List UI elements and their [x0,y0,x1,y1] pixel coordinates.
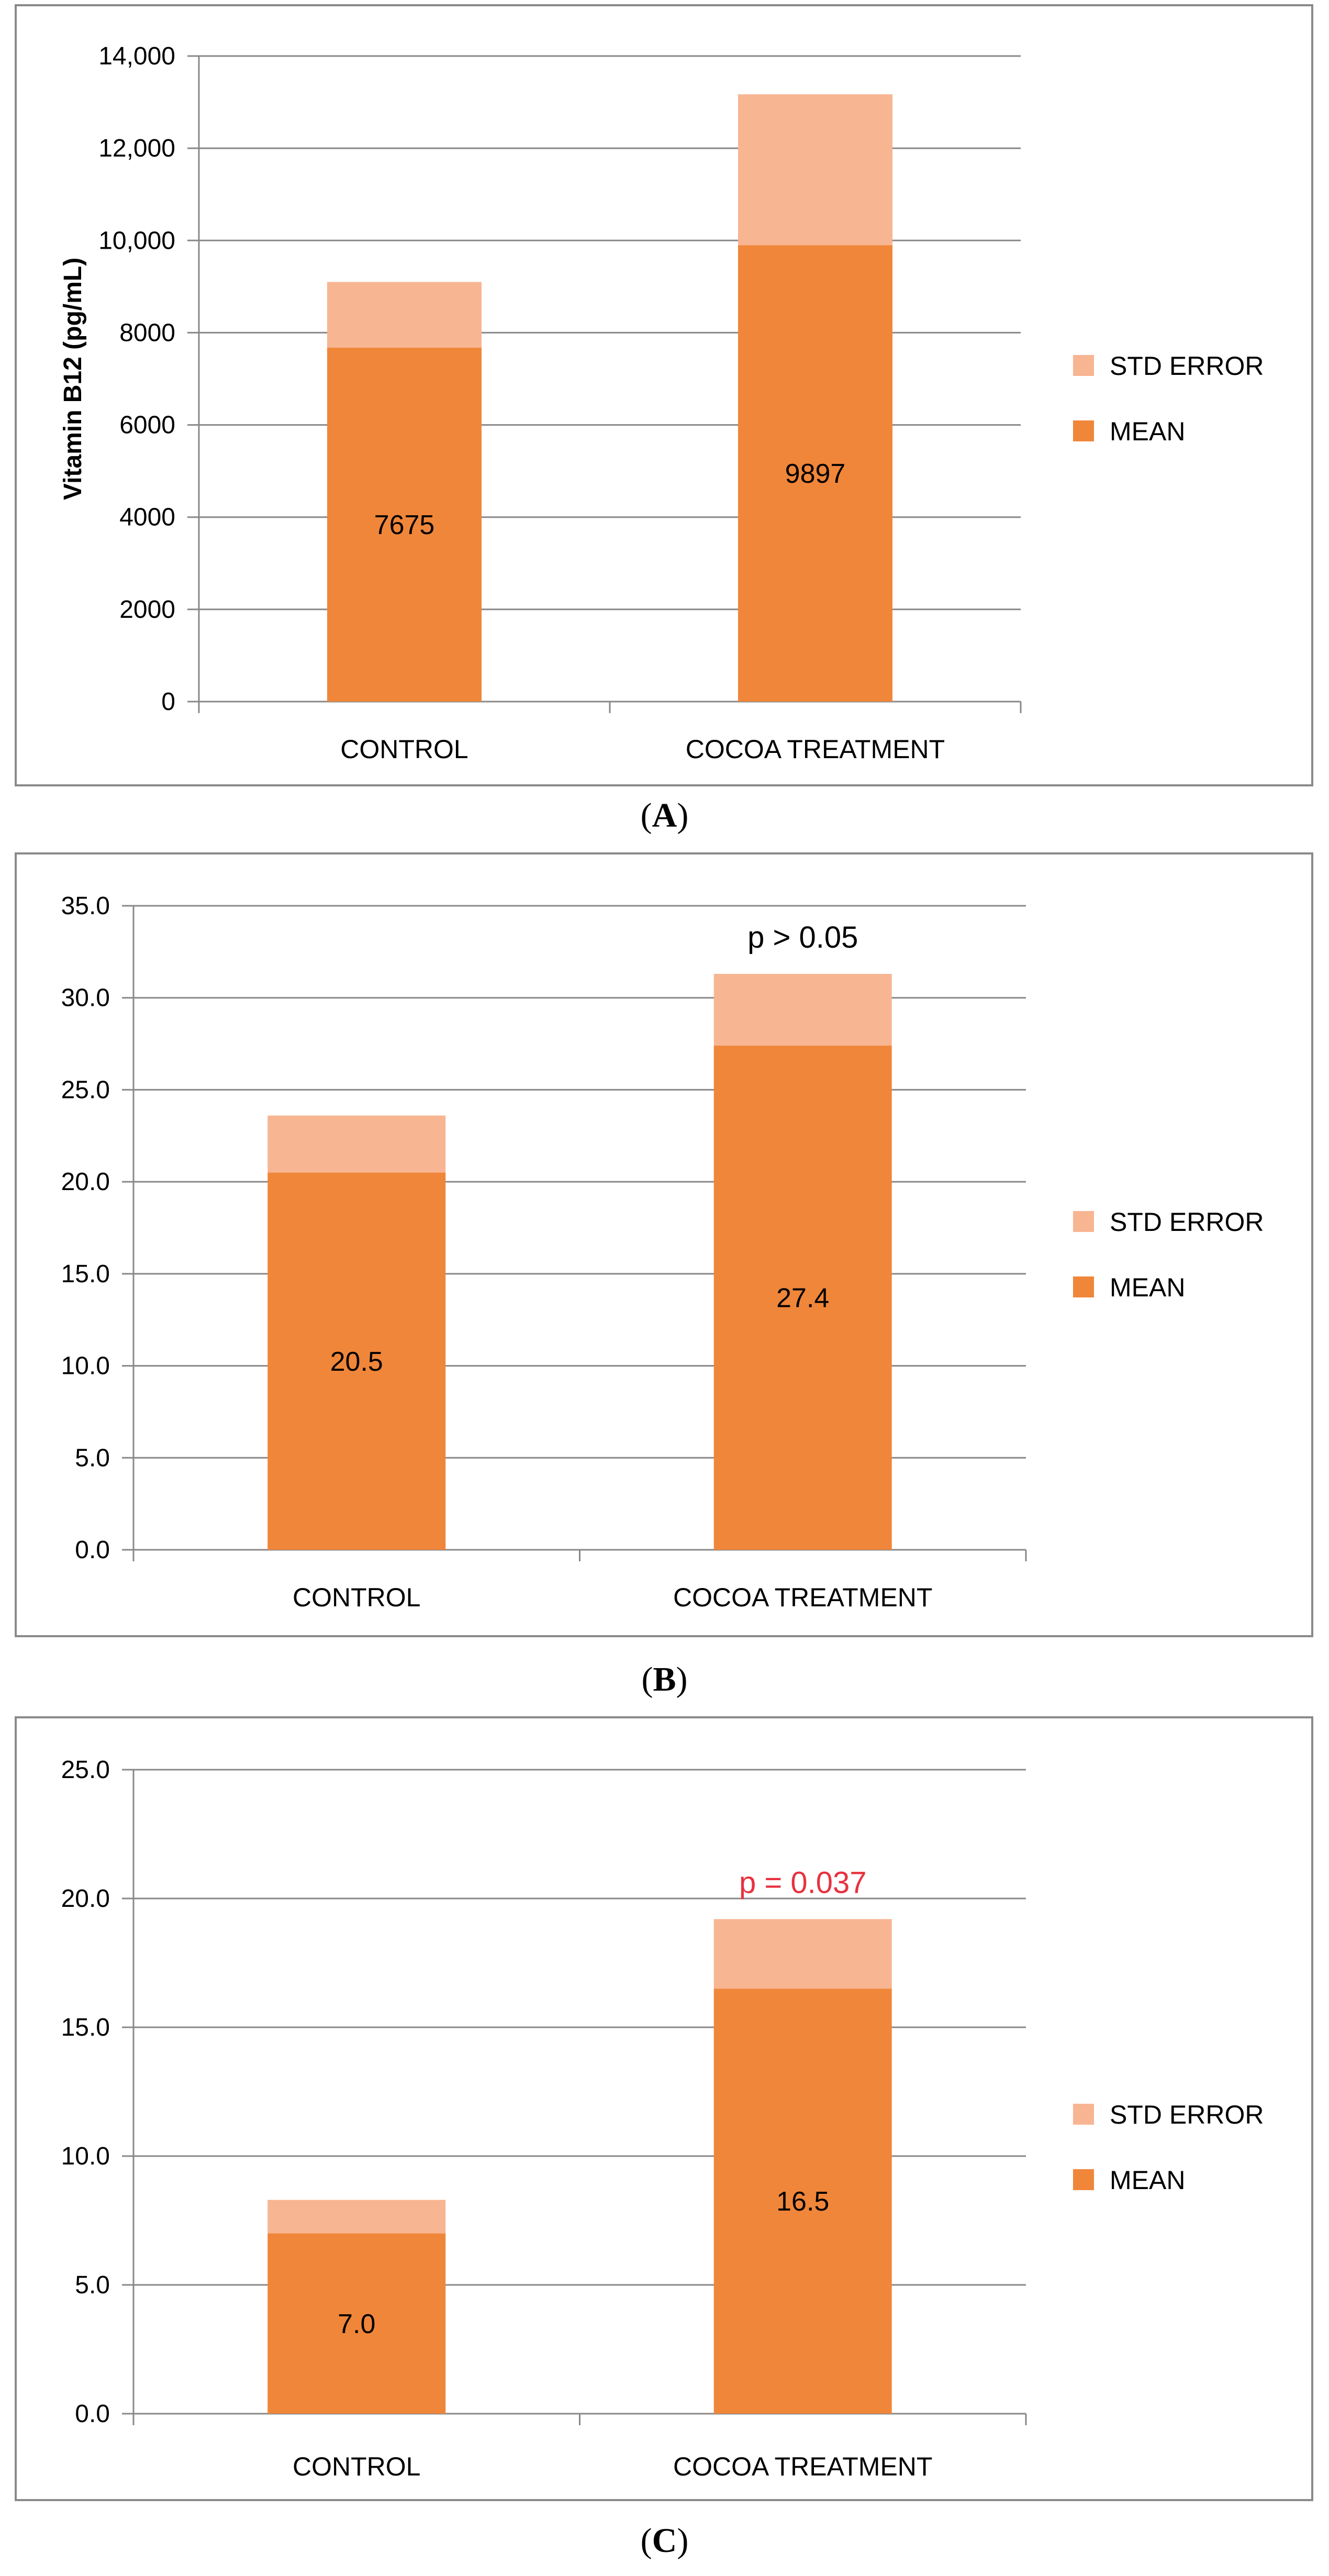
chart-b-data-label: 20.5 [330,1347,383,1377]
chart-a-data-label: 9897 [785,459,846,489]
chart-a-y-axis-title: Vitamin B12 (pg/mL) [59,258,87,500]
chart-b-legend-label-std-error: STD ERROR [1110,1207,1264,1237]
chart-b-ytick-label: 30.0 [61,984,110,1012]
chart-c-legend-swatch-mean [1073,2169,1094,2190]
chart-c-ytick-label: 15.0 [61,2014,110,2041]
chart-c-ytick-label: 25.0 [61,1756,110,1784]
chart-a-ytick-label: 10,000 [98,227,175,254]
chart-b-legend-swatch-mean [1073,1276,1094,1297]
chart-b-ytick-label: 15.0 [61,1260,110,1288]
caption-a-letter: A [652,796,677,835]
chart-a-bar-std-error [327,282,482,348]
chart-c-bar-mean [713,1989,892,2414]
chart-b-ytick-label: 10.0 [61,1352,110,1380]
chart-c-category-label: CONTROL [293,2452,420,2481]
chart-a-ytick-label: 6000 [119,412,175,439]
caption-c-prefix: ( [640,2522,652,2560]
chart-c-bar-mean [267,2233,446,2414]
chart-a-legend-label-mean: MEAN [1110,417,1185,446]
chart-c-ytick-label: 0.0 [75,2400,110,2428]
chart-c-bar-std-error [267,2200,446,2234]
chart-c-legend-label-mean: MEAN [1110,2166,1185,2195]
chart-b-ytick-label: 25.0 [61,1076,110,1104]
chart-a-ytick-label: 0 [161,688,175,716]
chart-c-data-label: 16.5 [776,2186,829,2217]
caption-c-letter: C [652,2522,677,2560]
caption-b-suffix: ) [676,1660,688,1698]
chart-c-legend-swatch-std-error [1073,2104,1094,2125]
chart-b-category-label: CONTROL [293,1583,420,1612]
chart-c-frame [15,1716,1313,2501]
chart-b-category-label: COCOA TREATMENT [673,1583,932,1612]
caption-a-suffix: ) [677,796,689,835]
chart-a-ytick-label: 12,000 [98,135,175,162]
chart-a-legend-swatch-std-error [1073,355,1094,376]
chart-b-ytick-label: 5.0 [75,1444,110,1472]
chart-b-p-value-annotation: p > 0.05 [747,920,858,954]
chart-c-p-value-annotation: p = 0.037 [739,1866,867,1900]
chart-a-frame [15,4,1313,786]
caption-b-letter: B [653,1660,676,1698]
chart-c-bar-std-error [713,1919,892,1989]
chart-a-ytick-label: 8000 [119,319,175,347]
chart-b-bar-std-error [267,1115,446,1173]
chart-c-ytick-label: 10.0 [61,2142,110,2170]
caption-c: (C) [0,2521,1329,2561]
chart-c-legend-label-std-error: STD ERROR [1110,2100,1264,2129]
chart-b: 0.0 5.0 10.0 15.0 20.0 25.0 30.0 35.0 20.5 CONTRO… [15,852,1313,1637]
chart-c-category-label: COCOA TREATMENT [673,2452,932,2481]
chart-a: 0 2000 4000 6000 8000 10,000 12,000 14,000 7675 C… [15,4,1313,786]
chart-b-bar-std-error [713,974,892,1046]
chart-a-bar-std-error [738,94,892,246]
chart-a-category-label: CONTROL [340,735,468,764]
chart-a-legend-label-std-error: STD ERROR [1110,351,1264,381]
chart-a-ytick-label: 14,000 [98,42,175,70]
chart-b-legend-swatch-std-error [1073,1211,1094,1232]
chart-c-ytick-label: 20.0 [61,1885,110,1913]
chart-b-ytick-label: 20.0 [61,1168,110,1196]
chart-a-data-label: 7675 [374,510,435,540]
caption-b: (B) [0,1660,1329,1700]
chart-a-category-label: COCOA TREATMENT [686,735,945,764]
caption-a: (A) [0,796,1329,836]
chart-b-bar-mean [267,1172,446,1550]
chart-a-ytick-label: 4000 [119,504,175,531]
chart-b-ytick-label: 35.0 [61,892,110,920]
chart-c: 0.0 5.0 10.0 15.0 20.0 25.0 7.0 CONTROL 16.5 COCO… [15,1716,1313,2501]
chart-a-legend-swatch-mean [1073,420,1094,441]
caption-b-prefix: ( [641,1660,653,1698]
chart-b-frame [15,852,1313,1637]
chart-a-bar-mean [327,348,482,702]
chart-b-data-label: 27.4 [776,1283,829,1314]
chart-a-ytick-label: 2000 [119,596,175,624]
chart-b-bar-mean [713,1046,892,1550]
chart-b-ytick-label: 0.0 [75,1536,110,1564]
chart-a-bar-mean [738,245,892,702]
chart-c-ytick-label: 5.0 [75,2271,110,2299]
chart-b-legend-label-mean: MEAN [1110,1273,1185,1302]
chart-c-data-label: 7.0 [338,2309,375,2339]
caption-c-suffix: ) [677,2522,689,2560]
caption-a-prefix: ( [640,796,652,835]
